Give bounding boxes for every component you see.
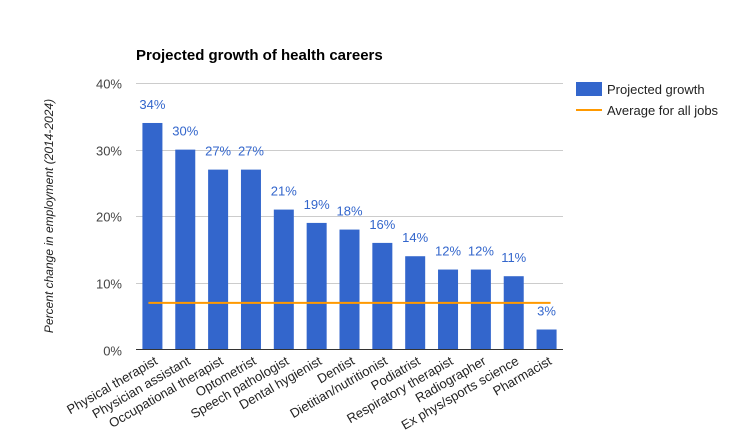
data-label: 21% xyxy=(271,184,297,199)
bar xyxy=(175,149,196,350)
data-label: 3% xyxy=(537,304,556,319)
data-label: 27% xyxy=(205,144,231,159)
data-label: 27% xyxy=(238,144,264,159)
y-tick-label: 30% xyxy=(96,144,122,159)
legend-swatch-projected-growth xyxy=(576,82,602,96)
bar xyxy=(306,222,327,350)
bar xyxy=(503,276,524,350)
data-label: 16% xyxy=(369,217,395,232)
data-label: 34% xyxy=(139,97,165,112)
data-labels: 34% 30% 27% 27% 21% 19% 18% 16% 14% 12% 12% 11% 3% xyxy=(139,97,556,319)
legend-label-average: Average for all jobs xyxy=(607,103,719,118)
bar xyxy=(470,269,491,350)
data-label: 14% xyxy=(402,230,428,245)
bar xyxy=(208,169,229,350)
data-label: 30% xyxy=(172,124,198,139)
y-tick-label: 10% xyxy=(96,277,122,292)
bar xyxy=(142,122,163,350)
bar xyxy=(438,269,459,350)
y-tick-label: 20% xyxy=(96,210,122,225)
data-label: 12% xyxy=(435,244,461,259)
legend: Projected growth Average for all jobs xyxy=(576,82,719,118)
data-label: 11% xyxy=(501,250,526,265)
data-label: 18% xyxy=(336,204,362,219)
bar xyxy=(339,229,360,350)
chart-title: Projected growth of health careers xyxy=(136,47,383,64)
y-tick-label: 0% xyxy=(103,344,122,359)
bar xyxy=(240,169,261,350)
data-label: 12% xyxy=(468,244,494,259)
legend-label-projected-growth: Projected growth xyxy=(607,82,705,97)
bar xyxy=(273,209,294,350)
y-tick-label: 40% xyxy=(96,77,122,92)
bar xyxy=(372,242,393,350)
bar xyxy=(536,329,557,350)
data-label: 19% xyxy=(304,197,330,212)
y-axis-label: Percent change in employment (2014-2024) xyxy=(42,99,56,333)
y-axis-ticks: 0% 10% 20% 30% 40% xyxy=(96,77,122,359)
